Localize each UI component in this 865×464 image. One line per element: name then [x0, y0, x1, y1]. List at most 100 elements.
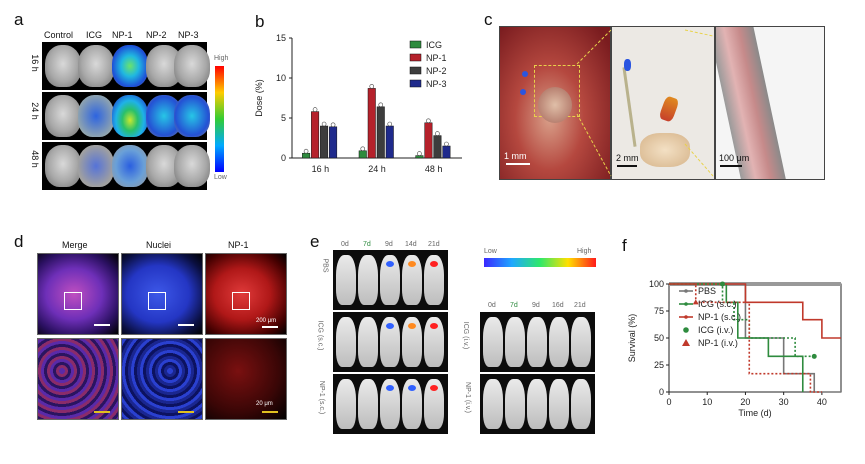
- mouse-image: [380, 255, 400, 305]
- data-point: [360, 146, 366, 152]
- scale-bar: [262, 411, 278, 413]
- mouse-image: [336, 255, 356, 305]
- brain-image: [112, 95, 148, 137]
- col-label-np2: NP-2: [146, 30, 167, 40]
- x-tick-label: 16 h: [312, 164, 330, 174]
- scale-bar: [506, 163, 530, 165]
- data-point: [312, 107, 318, 112]
- data-point: [426, 118, 431, 124]
- scale-bar: [178, 324, 194, 326]
- bar: [311, 111, 320, 159]
- row-label-icg-sc: ICG (s.c.): [316, 320, 324, 351]
- y-tick-label: 25: [654, 360, 664, 370]
- day-label: 9d: [532, 302, 540, 309]
- mouse-image: [483, 317, 503, 367]
- brain-image: [174, 45, 210, 87]
- legend-label: ICG (i.v.): [698, 325, 733, 335]
- legend-swatch: [684, 302, 688, 306]
- x-axis-label: Time (d): [738, 408, 771, 418]
- legend-swatch: [682, 339, 690, 346]
- survival-curve: [669, 283, 841, 339]
- data-point: [303, 148, 309, 154]
- merge-zoom: [37, 338, 119, 420]
- scale-high-label: High: [577, 248, 592, 255]
- nuclei-zoom: [121, 338, 203, 420]
- panel-a-label: a: [14, 10, 24, 29]
- title-merge: Merge: [62, 240, 88, 250]
- scale-bar: [617, 165, 637, 167]
- mouse-image: [424, 379, 444, 429]
- col-label-np1: NP-1: [112, 30, 133, 40]
- data-point: [435, 131, 440, 136]
- scale-bar: [94, 411, 110, 413]
- panel-e-label: e: [310, 232, 320, 251]
- brain-image: [112, 45, 148, 87]
- brain-image: [78, 95, 114, 137]
- mice-row-icg-sc: [333, 312, 448, 372]
- fluorescence-spot: [520, 89, 526, 95]
- curve-marker: [811, 353, 817, 359]
- row-label-np1-sc: NP-1 (s.c.): [318, 380, 326, 415]
- tissue-micrograph: 100 μm: [715, 26, 825, 180]
- fluorescence-spot: [624, 59, 631, 71]
- bar: [358, 150, 367, 159]
- data-point: [417, 151, 422, 156]
- scale-low-label: Low: [214, 174, 227, 181]
- bar: [367, 88, 376, 159]
- tissue-mass: [640, 133, 690, 167]
- legend-swatch: [684, 289, 688, 293]
- legend-swatch: [683, 327, 689, 333]
- brain-row-24h: [42, 92, 210, 140]
- y-tick-label: 15: [276, 33, 286, 43]
- mouse-image: [571, 317, 591, 367]
- day-label: 21d: [428, 241, 440, 248]
- bar: [320, 125, 329, 159]
- legend-label: PBS: [698, 286, 716, 296]
- mouse-image: [336, 379, 356, 429]
- mouse-image: [549, 317, 569, 367]
- mouse-image: [380, 379, 400, 429]
- day-label: 16d: [552, 302, 564, 309]
- x-tick-label: 48 h: [425, 164, 443, 174]
- x-tick-label: 20: [740, 397, 750, 407]
- day-label: 9d: [385, 241, 393, 248]
- scale-label-3: 100 μm: [719, 153, 750, 163]
- brain-image: [174, 95, 210, 137]
- mouse-image: [402, 255, 422, 305]
- y-tick-label: 75: [654, 306, 664, 316]
- legend-swatch: [684, 315, 688, 319]
- legend-label: NP-1: [426, 53, 447, 63]
- scale-label-bottom: 20 μm: [256, 401, 273, 407]
- col-label-icg: ICG: [86, 30, 103, 40]
- mouse-image: [424, 317, 444, 367]
- bar: [385, 125, 394, 159]
- row-label-48h: 48 h: [29, 150, 40, 168]
- dose-bar-chart: 0 5 10 15 Dose (%) 16 h 24 h 48 h ICG NP-1 NP-2 NP-…: [254, 33, 462, 174]
- data-point: [387, 121, 393, 127]
- scale-bar: [94, 324, 110, 326]
- bar: [376, 106, 385, 159]
- day-label: 0d: [341, 241, 349, 248]
- brain-image: [45, 95, 81, 137]
- day-label: 14d: [405, 241, 417, 248]
- bar: [442, 145, 451, 159]
- y-tick-label: 0: [659, 387, 664, 397]
- mouse-image: [336, 317, 356, 367]
- mouse-image: [402, 379, 422, 429]
- day-label: 7d: [363, 241, 371, 248]
- legend-swatch: [409, 40, 422, 49]
- mouse-image: [549, 379, 569, 429]
- zoom-lines: [576, 29, 714, 177]
- y-tick-label: 0: [281, 153, 286, 163]
- data-point: [321, 121, 327, 127]
- mouse-image: [358, 317, 378, 367]
- np1-overview: 200 μm: [205, 253, 287, 335]
- scale-high-label: High: [214, 55, 229, 62]
- mice-row-pbs: [333, 250, 448, 310]
- data-point: [378, 102, 384, 108]
- roi-box: [232, 292, 250, 310]
- y-tick-label: 10: [276, 73, 286, 83]
- day-label: 21d: [574, 302, 586, 309]
- scale-bar: [178, 411, 194, 413]
- curve-marker: [692, 299, 699, 305]
